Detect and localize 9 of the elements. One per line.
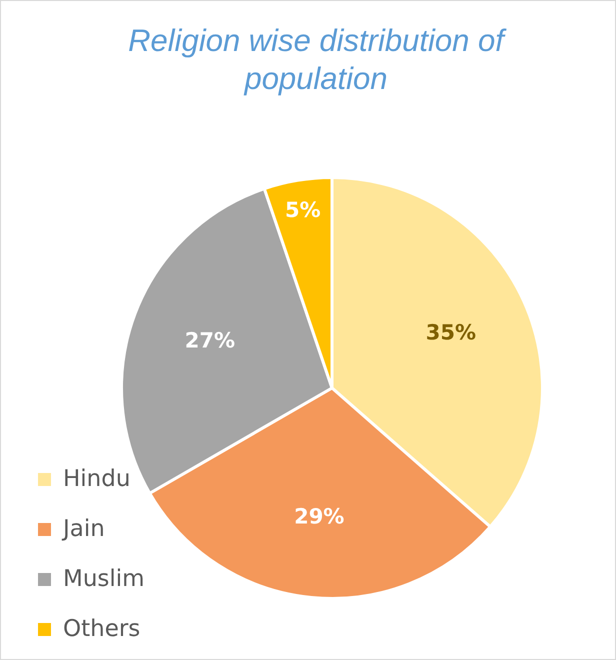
data-label: 35% — [426, 320, 476, 345]
data-label: 5% — [285, 198, 321, 222]
data-label: 29% — [294, 504, 344, 528]
data-label: 27% — [184, 328, 235, 352]
legend-label: Muslim — [63, 566, 145, 592]
chart-title: Religion wise distribution of population — [127, 22, 508, 98]
legend-label: Jain — [63, 516, 105, 542]
legend-label: Hindu — [63, 466, 130, 492]
legend-label: Others — [63, 616, 140, 642]
